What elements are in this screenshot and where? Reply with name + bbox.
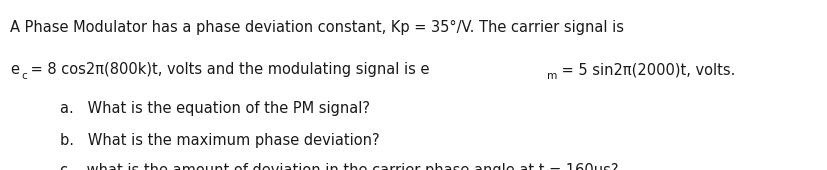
Text: m: m	[546, 71, 557, 81]
Text: b.   What is the maximum phase deviation?: b. What is the maximum phase deviation?	[60, 133, 379, 148]
Text: A Phase Modulator has a phase deviation constant, Kp = 35°/V. The carrier signal: A Phase Modulator has a phase deviation …	[10, 20, 624, 35]
Text: = 5 sin2π(2000)t, volts.: = 5 sin2π(2000)t, volts.	[556, 62, 734, 77]
Text: a.   What is the equation of the PM signal?: a. What is the equation of the PM signal…	[60, 101, 369, 116]
Text: = 8 cos2π(800k)t, volts and the modulating signal is e: = 8 cos2π(800k)t, volts and the modulati…	[26, 62, 429, 77]
Text: c.   what is the amount of deviation in the carrier phase angle at t = 160μs?: c. what is the amount of deviation in th…	[60, 163, 618, 170]
Text: c: c	[22, 71, 27, 81]
Text: e: e	[10, 62, 19, 77]
